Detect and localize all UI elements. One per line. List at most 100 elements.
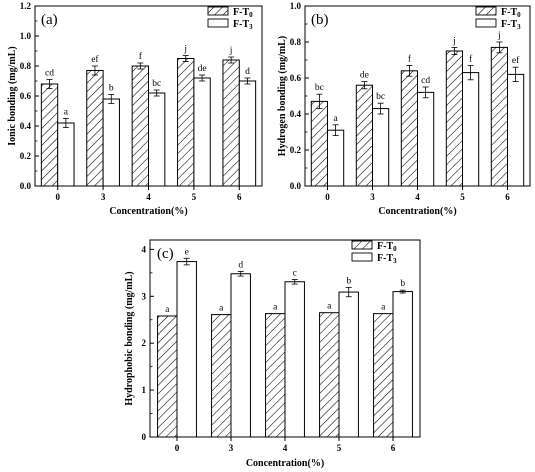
x-tick-label: 4 <box>146 192 151 202</box>
legend-label-ft3: F-T3 <box>501 19 521 31</box>
panel-label: (a) <box>41 12 58 28</box>
legend-swatch-ft3 <box>351 252 373 262</box>
bar-ft3-6 <box>238 80 257 187</box>
significance-letter: f <box>408 53 412 64</box>
y-tick-label: 0.8 <box>290 37 302 47</box>
significance-letter: c <box>293 268 297 278</box>
y-tick-label: 1.2 <box>20 1 32 11</box>
significance-letter: a <box>327 302 332 312</box>
legend-swatch-ft0 <box>475 6 497 16</box>
bar-ft0-6 <box>373 313 394 438</box>
x-tick-label: 3 <box>370 192 375 202</box>
bar-ft3-4 <box>417 91 435 187</box>
bar-ft3-4 <box>148 92 166 187</box>
significance-letter: f <box>469 53 473 64</box>
legend-label-ft3: F-T3 <box>377 253 397 265</box>
significance-letter: j <box>229 46 233 56</box>
y-tick-label: 0.0 <box>290 181 302 191</box>
chart-panel-3: a a a a a e d c b b 0 1 2 3 4 0 3 4 5 6 Concentration(%) Hydr… <box>124 239 421 469</box>
bar-ft0-5 <box>177 58 195 187</box>
significance-letter: j <box>497 31 501 41</box>
bar-ft3-6 <box>507 73 525 187</box>
x-tick-label: 6 <box>391 443 396 453</box>
chart-panel-2: bc de f j j a bc cd f ef 0.0 0.2 0.4 0.6 0.8 1.0 0 3 4 5 6 Co… <box>277 1 531 217</box>
significance-letter: bc <box>376 92 385 102</box>
legend-label-ft3: F-T3 <box>233 19 253 31</box>
significance-letter: a <box>333 114 338 124</box>
y-tick-label: 0 <box>142 432 147 442</box>
significance-letter: f <box>139 51 143 62</box>
significance-letter: a <box>165 305 170 315</box>
x-tick-label: 6 <box>505 192 510 202</box>
significance-letter: j <box>452 36 456 46</box>
y-tick-label: 0.6 <box>20 91 32 101</box>
y-tick-label: 4 <box>142 244 147 254</box>
bar-ft0-5 <box>445 50 463 187</box>
bar-ft3-6 <box>392 291 413 438</box>
bar-ft0-0 <box>40 83 59 187</box>
bar-ft3-5 <box>193 77 211 187</box>
significance-letter: a <box>64 108 69 118</box>
legend-subscript: 3 <box>249 23 253 31</box>
legend-subscript: 3 <box>517 23 521 31</box>
significance-letter: b <box>400 279 405 289</box>
legend-label-ft0: F-T0 <box>501 7 521 19</box>
significance-letter: a <box>273 303 278 313</box>
y-axis-title: Hydrogen bonding (mg/mL) <box>277 36 288 156</box>
legend-swatch-ft0 <box>207 6 229 16</box>
x-tick-label: 5 <box>192 192 197 202</box>
x-tick-label: 3 <box>229 443 234 453</box>
significance-letter: de <box>360 71 369 81</box>
legend-subscript: 0 <box>517 11 521 19</box>
bar-ft3-0 <box>176 261 197 438</box>
bar-ft0-6 <box>222 59 240 187</box>
x-tick-label: 6 <box>237 192 242 202</box>
panel-label: (c) <box>157 246 174 262</box>
y-axis-title: Ionic bonding (mg/mL) <box>7 46 18 145</box>
significance-letter: de <box>198 64 207 74</box>
bar-ft3-5 <box>338 291 359 438</box>
bar-ft0-3 <box>211 314 232 438</box>
bar-ft0-4 <box>400 70 418 187</box>
significance-letter: bc <box>315 83 324 93</box>
legend-subscript: 0 <box>393 245 397 253</box>
bar-ft0-4 <box>265 313 286 438</box>
x-tick-label: 5 <box>337 443 342 453</box>
significance-letter: e <box>185 247 189 257</box>
significance-letter: b <box>346 276 351 286</box>
bar-ft0-3 <box>86 70 104 187</box>
bar-ft0-6 <box>490 46 508 187</box>
x-tick-label: 4 <box>283 443 288 453</box>
significance-letter: d <box>238 260 243 270</box>
y-tick-label: 1 <box>142 385 147 395</box>
y-tick-label: 0.2 <box>290 145 302 155</box>
y-tick-label: 0.4 <box>20 121 32 131</box>
legend-subscript: 3 <box>393 257 397 265</box>
significance-letter: bc <box>152 79 161 89</box>
legend-swatch-ft3 <box>207 18 229 28</box>
significance-letter: cd <box>421 76 430 86</box>
legend-swatch-ft3 <box>475 18 497 28</box>
y-tick-label: 0.6 <box>290 73 302 83</box>
x-tick-label: 0 <box>175 443 180 453</box>
y-tick-label: 1.0 <box>20 31 32 41</box>
legend-swatch-ft0 <box>351 240 373 250</box>
chart-panel-1: cd ef f j j a b bc de d 0.0 0.2 0.4 0.6 0.8 1.0 1.2 0 3 4 5 6… <box>7 1 263 217</box>
y-tick-label: 0.2 <box>20 151 32 161</box>
significance-letter: ef <box>91 54 99 65</box>
y-axis-title: Hydrophobic bonding (mg/mL) <box>124 271 135 405</box>
significance-letter: a <box>381 303 386 313</box>
y-tick-label: 0.4 <box>290 109 302 119</box>
significance-letter: ef <box>512 55 520 66</box>
x-tick-label: 3 <box>101 192 106 202</box>
y-tick-label: 1.0 <box>290 1 302 11</box>
bar-ft0-4 <box>131 65 150 187</box>
x-tick-label: 4 <box>415 192 420 202</box>
significance-letter: a <box>219 304 224 314</box>
bar-ft3-0 <box>57 122 75 187</box>
bar-ft0-5 <box>319 312 340 438</box>
significance-letter: cd <box>45 69 54 79</box>
x-tick-label: 0 <box>55 192 60 202</box>
bar-ft3-5 <box>462 72 480 187</box>
